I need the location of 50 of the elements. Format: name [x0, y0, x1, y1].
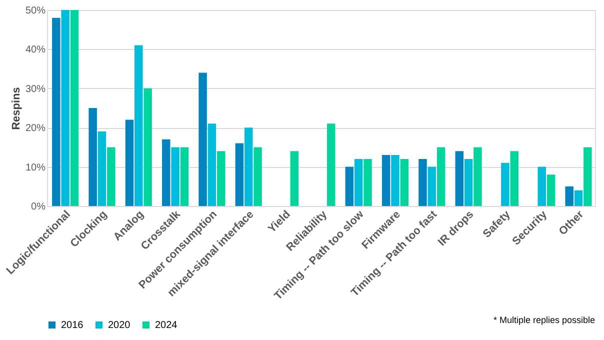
bar	[198, 72, 207, 206]
legend-label: 2024	[155, 320, 178, 331]
y-tick-label: 0%	[31, 202, 46, 212]
bar	[436, 147, 446, 206]
bar	[171, 147, 180, 206]
bar	[538, 166, 546, 206]
bar	[455, 151, 464, 206]
bar	[400, 158, 409, 206]
y-tick-label: 30%	[25, 84, 46, 95]
bar	[474, 147, 482, 206]
bar	[428, 166, 436, 206]
bar	[510, 151, 518, 206]
y-tick-label: 40%	[25, 44, 46, 56]
bar	[107, 147, 116, 206]
bar	[52, 18, 60, 206]
bar	[574, 190, 583, 206]
bar	[70, 10, 79, 206]
bar	[501, 162, 510, 206]
bar	[254, 147, 262, 206]
bar	[290, 151, 299, 206]
bar	[565, 186, 574, 206]
bar	[364, 158, 372, 206]
text: * Multiple replies possible	[493, 315, 595, 325]
bar	[134, 45, 143, 206]
bar	[345, 166, 354, 206]
bar	[418, 158, 427, 206]
bar	[125, 120, 134, 206]
y-tick-label: 10%	[25, 162, 46, 174]
bar	[144, 88, 152, 206]
y-axis-title: Respins	[10, 87, 22, 130]
bar	[61, 10, 70, 206]
bar	[382, 155, 390, 206]
bar	[244, 128, 253, 206]
y-tick-label: 50%	[25, 6, 46, 16]
bar	[98, 132, 106, 206]
bar	[180, 147, 189, 206]
bar	[235, 143, 244, 206]
bar	[162, 139, 170, 206]
bar	[208, 124, 216, 206]
bar	[584, 147, 592, 206]
bar	[354, 158, 363, 206]
legend-label: 2016	[61, 320, 84, 331]
bar	[546, 174, 556, 206]
bar	[391, 155, 400, 206]
legend-label: 2020	[108, 320, 131, 331]
y-tick-label: 20%	[25, 123, 46, 134]
bar	[88, 108, 97, 206]
bar	[464, 158, 473, 206]
bar	[326, 124, 336, 206]
bar	[216, 151, 226, 206]
